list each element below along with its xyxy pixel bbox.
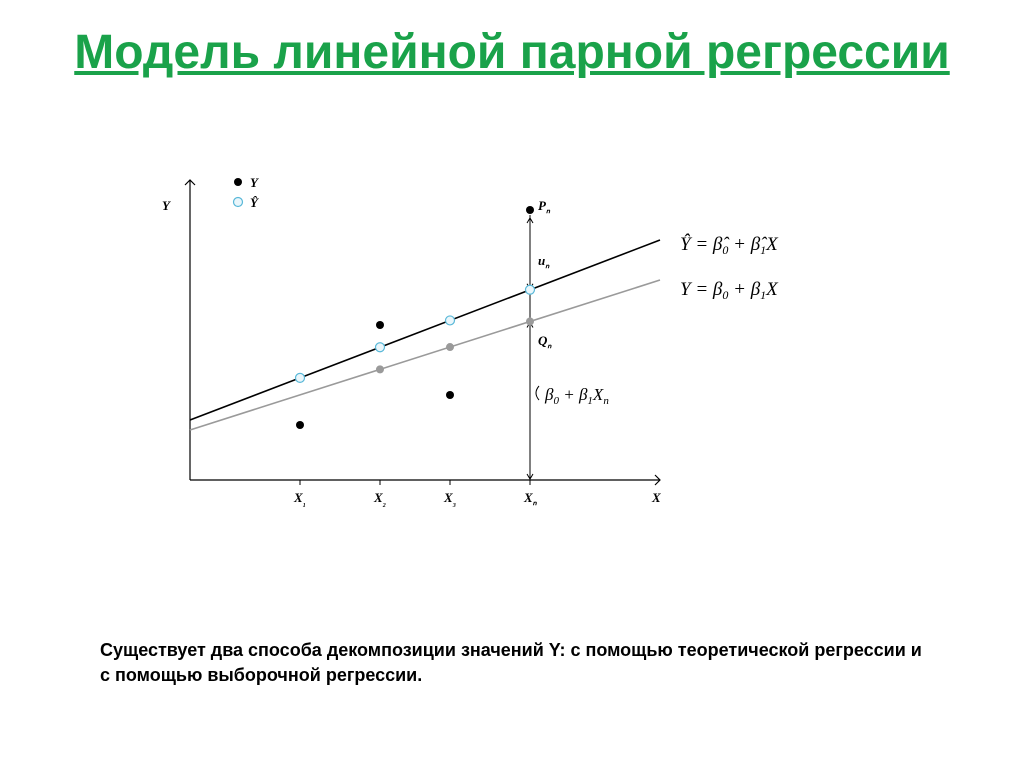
legend-marker-observed xyxy=(234,178,242,186)
fitted-line-yhat xyxy=(190,240,660,420)
fitted-line-point xyxy=(446,316,455,325)
observed-point xyxy=(376,321,384,329)
observed-point xyxy=(446,391,454,399)
point-label-Pn: Pₙ xyxy=(538,198,551,216)
fitted-line-point xyxy=(296,373,305,382)
observed-point xyxy=(526,206,534,214)
observed-point xyxy=(296,421,304,429)
slide-caption: Существует два способа декомпозиции знач… xyxy=(100,638,924,687)
x-axis-title: X xyxy=(651,490,661,505)
formula-yhat: Ŷ = β̂0 + β̂1X xyxy=(680,233,779,257)
legend-label-fitted: Ŷ xyxy=(250,195,259,210)
slide-title: Модель линейной парной регрессии xyxy=(0,24,1024,82)
true-line-y xyxy=(190,280,660,430)
fitted-line-point xyxy=(376,343,385,352)
regression-chart: X Y X₁ X₂ X₃ Xₙ Pₙ uₙ Qₙ β0 + β1Xn Ŷ = β̂0 + β̂1X Y… xyxy=(130,170,910,540)
fitted-line-point xyxy=(526,285,535,294)
point-label-un: uₙ xyxy=(538,253,550,271)
legend-label-observed: Y xyxy=(250,175,259,190)
y-axis-title: Y xyxy=(162,198,171,213)
point-label-Qn: Qₙ xyxy=(538,333,552,351)
xn-formula: β0 + β1Xn xyxy=(544,385,609,407)
formula-y: Y = β0 + β1X xyxy=(680,279,779,302)
x-tick-label: X₃ xyxy=(443,490,456,508)
legend-marker-fitted xyxy=(234,198,243,207)
x-tick-label: Xₙ xyxy=(523,490,538,508)
x-tick-label: X₁ xyxy=(293,490,306,508)
gray-line-point xyxy=(526,317,534,325)
x-tick-label: X₂ xyxy=(373,490,386,508)
gray-line-point xyxy=(446,343,454,351)
gray-line-point xyxy=(376,365,384,373)
